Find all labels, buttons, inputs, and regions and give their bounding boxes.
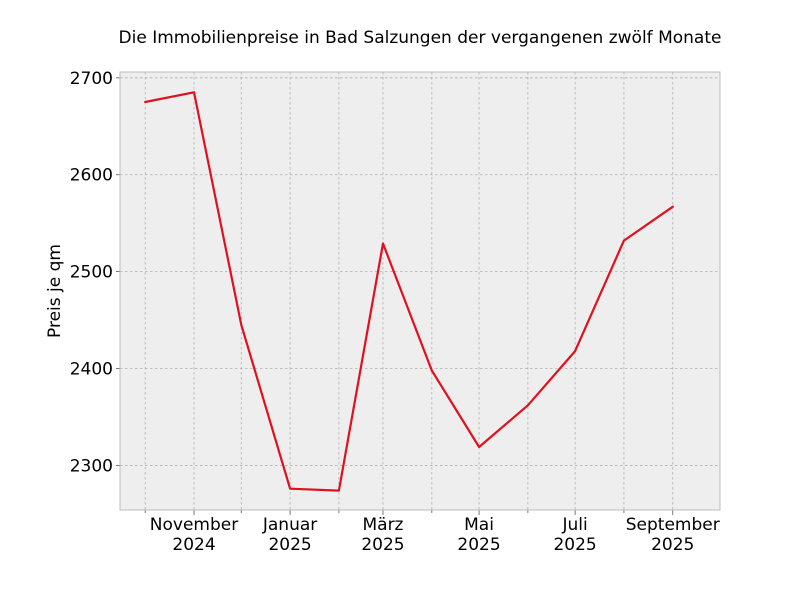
series-layer: [144, 91, 674, 492]
plot-area: [120, 72, 720, 510]
grid: [120, 72, 720, 510]
x-tick-label-month: März: [362, 515, 403, 535]
axis-ticks: 23002400250026002700November2024Januar20…: [70, 69, 720, 555]
x-tick-label-year: 2025: [553, 535, 596, 555]
x-tick-label-month: September: [626, 515, 720, 535]
x-tick-label-year: 2025: [457, 535, 500, 555]
y-tick-label: 2600: [70, 166, 113, 186]
x-tick-label-year: 2025: [361, 535, 404, 555]
y-tick-label: 2500: [70, 263, 113, 283]
x-tick-label-month: November: [150, 515, 238, 535]
y-tick-label: 2700: [70, 69, 113, 89]
y-axis-label: Preis je qm: [45, 244, 65, 338]
y-tick-label: 2400: [70, 360, 113, 380]
x-tick-label-year: 2025: [268, 535, 311, 555]
x-tick-label-year: 2024: [172, 535, 215, 555]
x-tick-label-month: Januar: [262, 515, 317, 535]
x-tick-label-year: 2025: [651, 535, 694, 555]
y-tick-label: 2300: [70, 456, 113, 476]
chart-title: Die Immobilienpreise in Bad Salzungen de…: [119, 28, 722, 48]
plot-frame: [119, 71, 721, 511]
x-tick-label-month: Juli: [562, 515, 588, 535]
x-tick-label-month: Mai: [464, 515, 494, 535]
series-line: [144, 91, 674, 492]
